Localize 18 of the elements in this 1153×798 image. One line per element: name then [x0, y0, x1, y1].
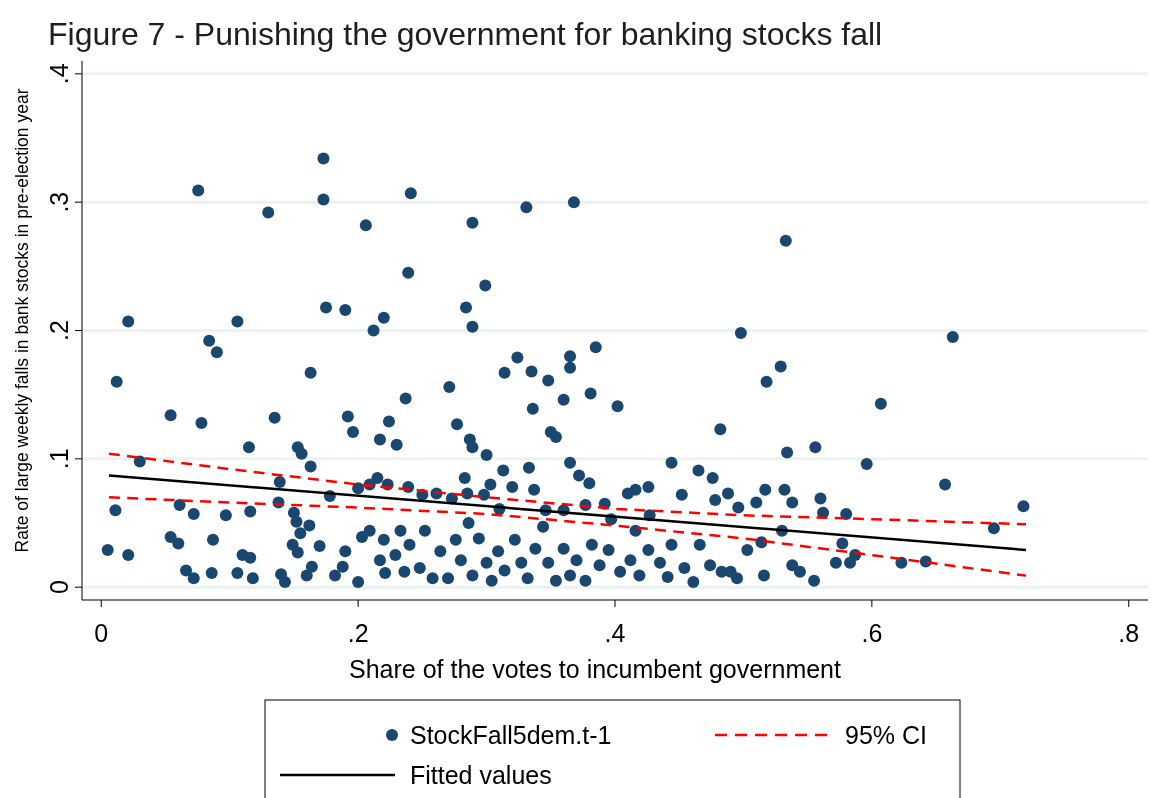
line-series [107, 452, 1028, 526]
legend-label: 95% CI [845, 721, 927, 749]
x-axis-title: Share of the votes to incumbent government [349, 655, 842, 683]
y-tick-label: .2 [45, 320, 73, 341]
y-tick-label: .1 [45, 448, 73, 470]
y-axis-title: Rate of large weekly falls in bank stocks in pre-election year [12, 88, 32, 553]
x-tick-label: .8 [1118, 619, 1140, 647]
chart-title: Figure 7 - Punishing the government for banking stocks fall [48, 16, 883, 52]
y-tick-label: .4 [45, 63, 73, 85]
x-tick-label: .6 [861, 619, 883, 647]
x-tick-label: 0 [94, 619, 109, 647]
y-tick-label: .3 [45, 191, 73, 213]
legend-label: StockFall5dem.t-1 [410, 721, 612, 749]
line-series [107, 496, 1028, 577]
legend-label: Fitted values [410, 761, 552, 789]
y-tick-label: 0 [45, 580, 73, 595]
x-tick-label: .4 [604, 619, 626, 647]
x-tick-label: .2 [347, 619, 369, 647]
